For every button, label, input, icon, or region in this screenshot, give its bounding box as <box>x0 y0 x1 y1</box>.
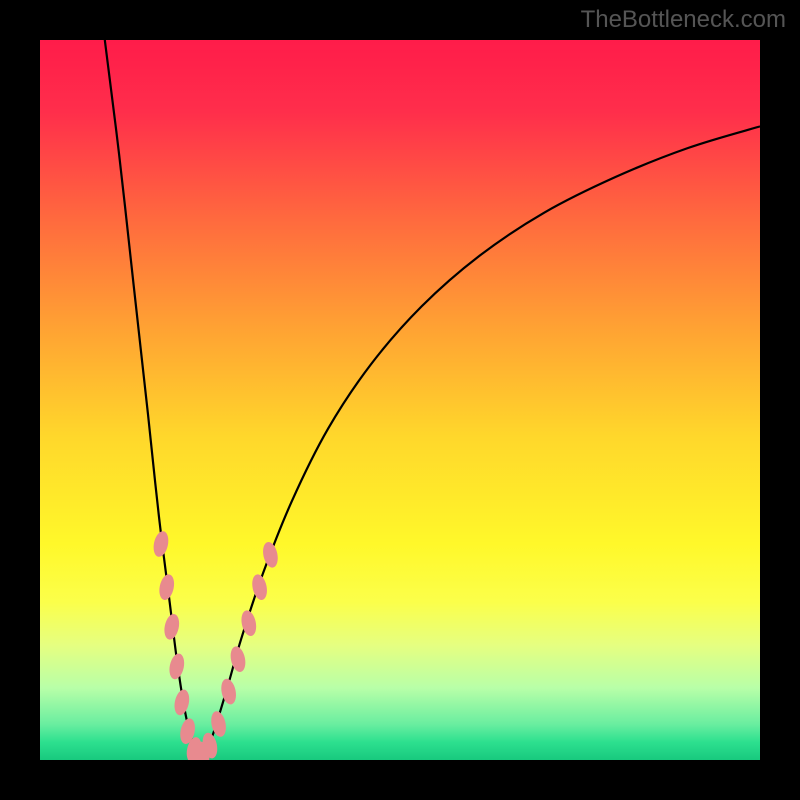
chart-container: TheBottleneck.com <box>0 0 800 800</box>
watermark-text: TheBottleneck.com <box>581 6 786 34</box>
bottleneck-curve-chart <box>0 0 800 800</box>
plot-gradient-background <box>40 40 760 760</box>
